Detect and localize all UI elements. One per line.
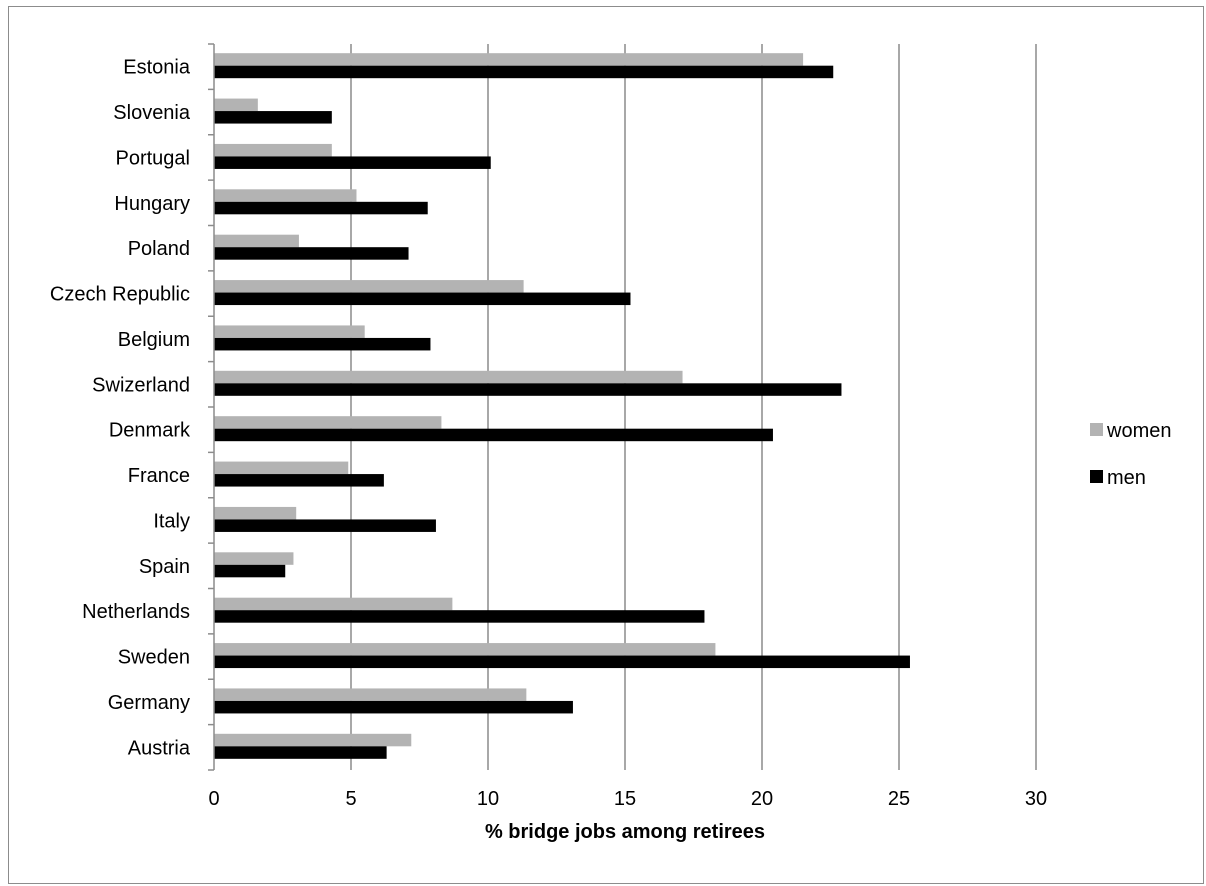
category-label: Poland bbox=[128, 238, 190, 260]
bar-men bbox=[214, 156, 491, 169]
category-label: Austria bbox=[128, 737, 191, 759]
bar-women bbox=[214, 733, 412, 747]
bar-women bbox=[214, 643, 716, 656]
bar-men bbox=[214, 383, 842, 396]
bar-women bbox=[214, 53, 804, 66]
bar-women bbox=[214, 597, 453, 611]
chart-frame bbox=[8, 6, 1204, 884]
category-label: Hungary bbox=[114, 193, 190, 215]
bar-women bbox=[214, 416, 442, 429]
bar-women bbox=[214, 461, 349, 475]
category-label: Swizerland bbox=[92, 374, 190, 396]
bar-men bbox=[214, 111, 332, 124]
category-label: Estonia bbox=[123, 57, 191, 79]
legend-swatch-women bbox=[1090, 423, 1103, 436]
category-label: Netherlands bbox=[82, 601, 190, 623]
legend: women men bbox=[1090, 420, 1171, 489]
bar-men bbox=[214, 700, 573, 714]
bar-women bbox=[214, 688, 527, 701]
bar-women bbox=[214, 234, 299, 248]
category-labels: Estonia Slovenia Portugal Hungary Poland Czec… bbox=[50, 57, 191, 760]
x-tick-label: 5 bbox=[345, 788, 356, 810]
bar-men bbox=[214, 655, 910, 669]
category-label: Germany bbox=[108, 692, 190, 714]
bar-men bbox=[214, 564, 286, 578]
bar-men bbox=[214, 65, 834, 79]
category-label: Czech Republic bbox=[50, 284, 190, 306]
category-label: Italy bbox=[153, 510, 190, 532]
bar-men bbox=[214, 337, 431, 351]
bar-women bbox=[214, 189, 357, 202]
legend-label-women: women bbox=[1106, 420, 1171, 442]
category-label: Portugal bbox=[116, 147, 191, 169]
bar-men bbox=[214, 474, 384, 487]
category-label: Sweden bbox=[118, 647, 190, 669]
bar-men bbox=[214, 247, 409, 260]
category-label: Slovenia bbox=[113, 102, 191, 124]
bar-men bbox=[214, 746, 387, 759]
bar-men bbox=[214, 610, 705, 623]
x-tick-label: 20 bbox=[751, 788, 773, 810]
axis bbox=[208, 43, 215, 771]
bar-women bbox=[214, 552, 294, 565]
category-label: Spain bbox=[139, 556, 190, 578]
legend-label-men: men bbox=[1107, 467, 1146, 489]
x-tick-label: 25 bbox=[888, 788, 910, 810]
x-axis-title: % bridge jobs among retirees bbox=[485, 821, 765, 843]
bar-women bbox=[214, 143, 332, 157]
bar-women bbox=[214, 506, 297, 520]
bar-women bbox=[214, 370, 683, 384]
tick-labels: 0 5 10 15 20 25 30 bbox=[208, 788, 1047, 810]
bar-women bbox=[214, 280, 524, 293]
bar-women bbox=[214, 325, 365, 338]
x-tick-label: 15 bbox=[614, 788, 636, 810]
category-label: Belgium bbox=[118, 329, 190, 351]
bar-men bbox=[214, 428, 773, 442]
bars bbox=[214, 53, 910, 759]
x-tick-label: 30 bbox=[1025, 788, 1047, 810]
bar-women bbox=[214, 98, 258, 112]
x-tick-label: 0 bbox=[208, 788, 219, 810]
category-label: Denmark bbox=[109, 420, 191, 442]
legend-swatch-men bbox=[1090, 470, 1103, 483]
category-label: France bbox=[128, 465, 190, 487]
bar-men bbox=[214, 201, 428, 215]
x-tick-label: 10 bbox=[477, 788, 499, 810]
bar-men bbox=[214, 292, 631, 306]
bar-men bbox=[214, 519, 436, 532]
